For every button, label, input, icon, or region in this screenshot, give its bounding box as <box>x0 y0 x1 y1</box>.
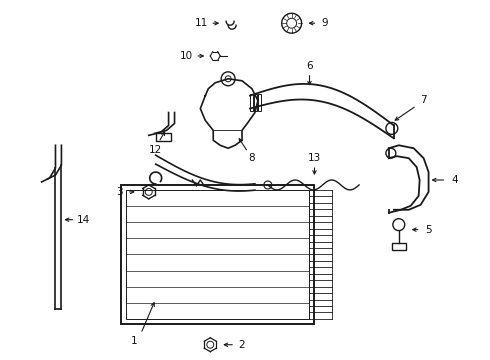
Bar <box>156 133 171 141</box>
Bar <box>392 243 406 251</box>
Text: 5: 5 <box>425 225 432 235</box>
Text: 12: 12 <box>149 145 162 155</box>
Text: 6: 6 <box>306 61 313 71</box>
Text: 10: 10 <box>180 51 193 61</box>
Bar <box>250 94 253 111</box>
Text: 1: 1 <box>130 336 137 346</box>
Text: 7: 7 <box>420 95 427 105</box>
Text: 4: 4 <box>451 175 458 185</box>
Text: 13: 13 <box>308 153 321 163</box>
Bar <box>258 94 261 111</box>
Bar <box>254 94 257 111</box>
Text: 14: 14 <box>76 215 90 225</box>
Text: 9: 9 <box>321 18 328 28</box>
Bar <box>121 185 315 324</box>
Text: 3: 3 <box>116 187 122 197</box>
Text: 2: 2 <box>239 340 245 350</box>
Bar <box>126 190 310 319</box>
Text: 11: 11 <box>195 18 208 28</box>
Text: 8: 8 <box>248 153 255 163</box>
